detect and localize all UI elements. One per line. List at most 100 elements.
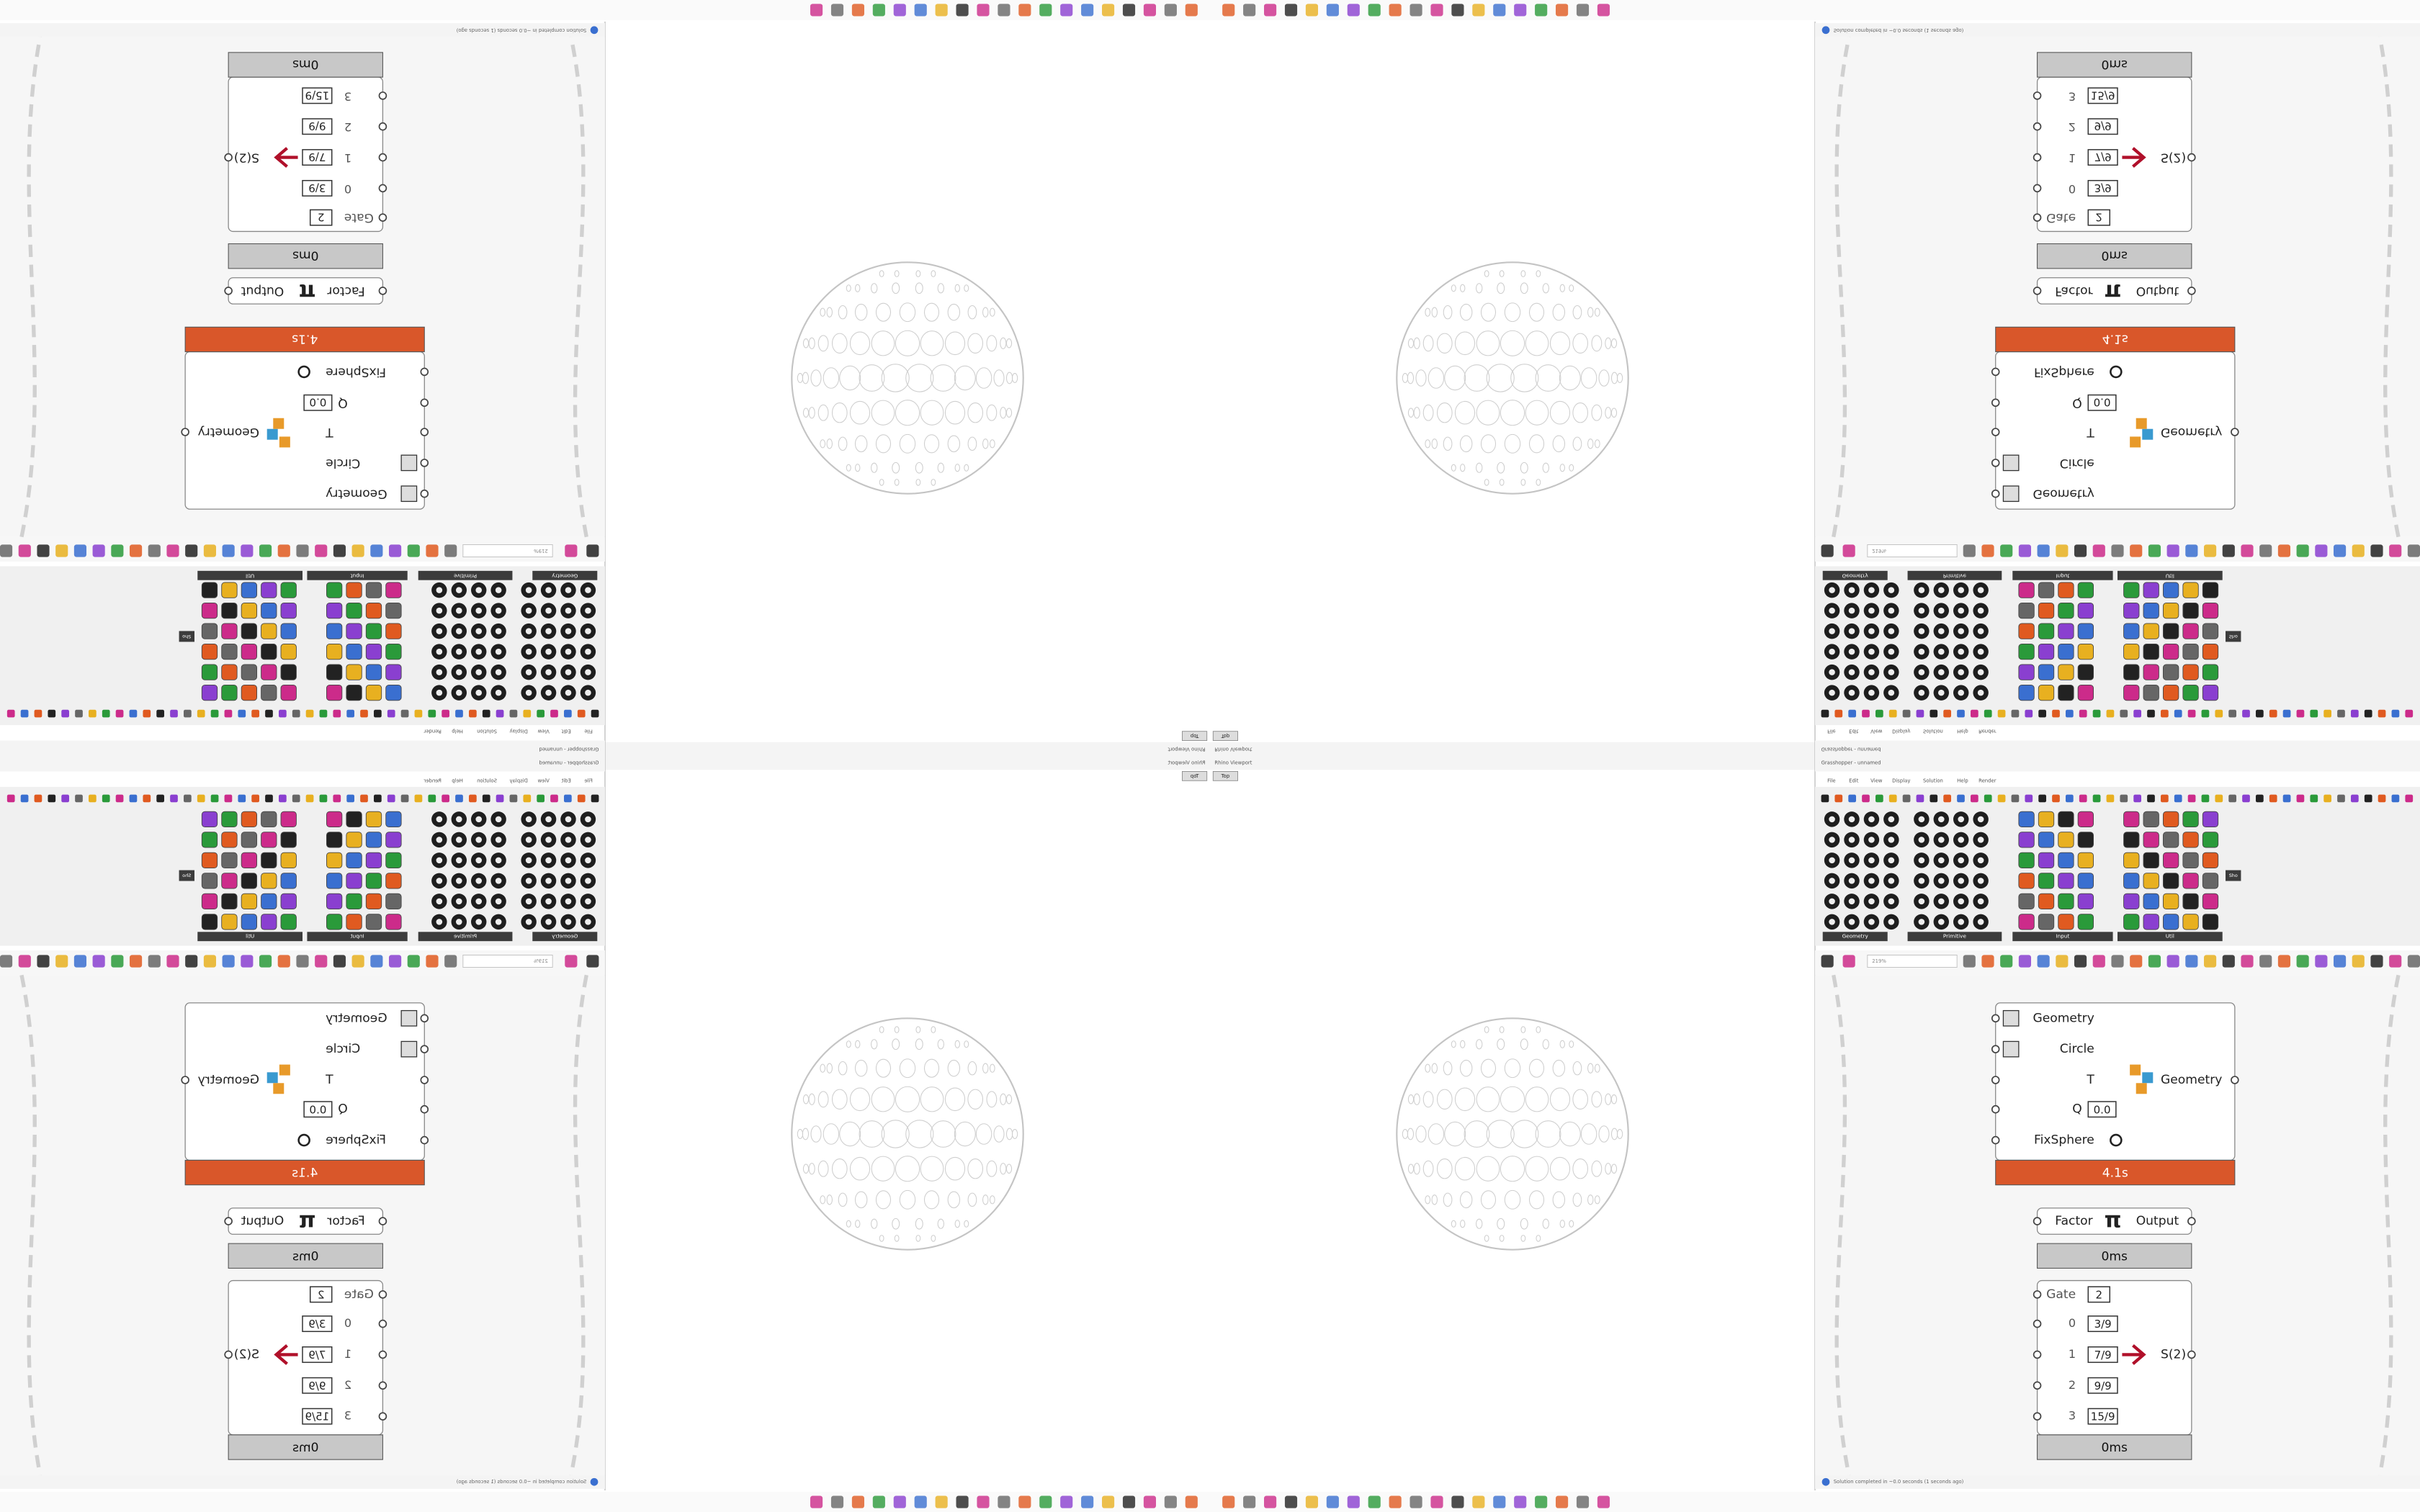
toolbar-button[interactable] [2241,544,2254,557]
toolbar-button[interactable] [2334,544,2347,557]
ribbon-tool[interactable] [2391,709,2400,718]
component-icon[interactable] [2058,811,2074,827]
taskbar-icon[interactable] [1535,1495,1548,1508]
ribbon-tool[interactable] [2120,709,2128,718]
view-button-label[interactable]: Top [1221,733,1230,739]
ribbon-tool[interactable] [2228,709,2236,718]
menu-item[interactable]: File [1827,778,1835,783]
component-icon[interactable] [2058,893,2074,909]
component-icon[interactable] [326,685,343,701]
ribbon-tool[interactable] [2405,794,2414,803]
component-icon[interactable] [2162,832,2179,848]
ribbon-group-label[interactable]: Util [2166,572,2174,579]
ribbon-tool[interactable] [2337,709,2345,718]
ribbon-tool[interactable] [1902,709,1911,718]
toolbar-button[interactable] [2407,955,2420,968]
sidebar-tab[interactable] [179,631,195,642]
component-icon[interactable] [2038,582,2055,598]
toolbar-button[interactable] [37,955,50,968]
component-icon[interactable] [2077,914,2094,930]
menu-item[interactable]: Help [452,778,463,783]
ribbon-tool[interactable] [170,794,178,803]
component-icon[interactable] [2143,893,2159,909]
component-icon[interactable] [385,664,402,680]
component-icon[interactable] [346,685,362,701]
component-icon[interactable] [2143,873,2159,889]
toolbar-button[interactable] [586,544,599,557]
component-icon[interactable] [2077,852,2094,868]
component-icon[interactable] [261,852,277,868]
ribbon-tool[interactable] [2310,794,2318,803]
component-icon[interactable] [385,893,402,909]
ribbon-tool[interactable] [75,709,83,718]
ribbon-group-label[interactable]: Geometry [1842,572,1869,579]
component-icon[interactable] [2202,832,2219,848]
toolbar-button[interactable] [166,955,179,968]
zoom-value[interactable]: 219% [534,958,548,964]
component-icon[interactable] [365,582,382,598]
ribbon-tool[interactable] [496,709,504,718]
ribbon-tool[interactable] [2174,709,2182,718]
component-icon[interactable] [2077,832,2094,848]
ribbon-group-label[interactable]: Primitive [1943,933,1967,940]
taskbar-icon[interactable] [1060,1495,1073,1508]
ribbon-tool[interactable] [1876,709,1883,718]
component-icon[interactable] [326,832,343,848]
taskbar-icon[interactable] [872,4,885,17]
component-icon[interactable] [365,685,382,701]
component-icon[interactable] [2202,811,2219,827]
ribbon-tool[interactable] [2242,794,2250,803]
toggle[interactable] [2110,1133,2123,1147]
ribbon-tool[interactable] [1957,794,1965,803]
component-icon[interactable] [2162,623,2179,639]
ribbon-tool[interactable] [360,794,368,803]
ribbon-group-label[interactable]: Geometry [1842,933,1869,940]
ribbon-tool[interactable] [2079,794,2087,803]
ribbon-tool[interactable] [48,794,56,803]
toolbar-button[interactable] [444,544,457,557]
ribbon-tool[interactable] [34,709,42,718]
menu-item[interactable]: Solution [1923,729,1943,734]
component-icon[interactable] [2018,603,2035,619]
ribbon-tool[interactable] [1984,709,1992,718]
toolbar-button[interactable] [2092,955,2105,968]
menu-item[interactable]: Help [1957,778,1968,783]
component-icon[interactable] [346,832,362,848]
ribbon-tool[interactable] [265,794,273,803]
component-icon[interactable] [2143,623,2159,639]
toolbar-button[interactable] [2259,544,2272,557]
toolbar-button[interactable] [111,544,124,557]
component-icon[interactable] [221,811,238,827]
ribbon-group-label[interactable]: Util [246,572,254,579]
menu-item[interactable]: File [584,729,592,734]
component-icon[interactable] [2182,893,2199,909]
ribbon-tool[interactable] [1916,709,1924,718]
toolbar-button[interactable] [37,544,50,557]
toolbar-button[interactable] [2056,544,2069,557]
component-icon[interactable] [2018,811,2035,827]
taskbar-icon[interactable] [872,1495,885,1508]
component-icon[interactable] [2202,914,2219,930]
taskbar-icon[interactable] [1514,1495,1527,1508]
component-icon[interactable] [280,664,297,680]
component-icon[interactable] [2162,582,2179,598]
component-icon[interactable] [280,893,297,909]
ribbon-tool[interactable] [2310,709,2318,718]
component-icon[interactable] [2018,832,2035,848]
toolbar-button[interactable] [1821,955,1834,968]
taskbar-icon[interactable] [1018,4,1031,17]
toolbar-button[interactable] [351,955,364,968]
component-icon[interactable] [280,603,297,619]
ribbon-tool[interactable] [400,794,409,803]
component-icon[interactable] [2182,811,2199,827]
component-icon[interactable] [2182,832,2199,848]
ribbon-tool[interactable] [523,794,532,803]
component-icon[interactable] [261,582,277,598]
sidebar-tab[interactable] [2226,870,2241,881]
menu-item[interactable]: Help [1957,729,1968,734]
ribbon-tool[interactable] [346,794,354,803]
taskbar-icon[interactable] [1597,1495,1610,1508]
component-icon[interactable] [2182,623,2199,639]
taskbar-icon[interactable] [1081,1495,1094,1508]
ribbon-tool[interactable] [428,794,436,803]
